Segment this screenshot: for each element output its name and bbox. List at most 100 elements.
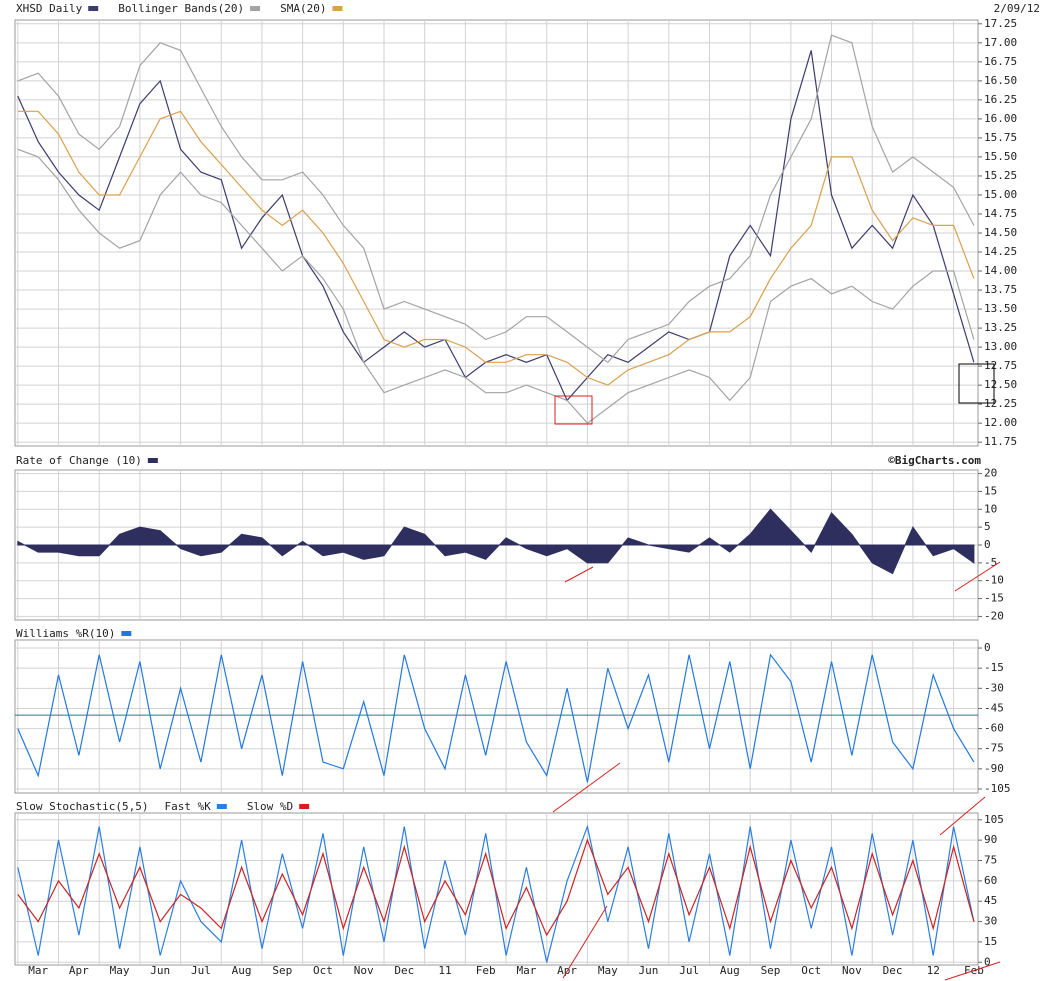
legend-swatch bbox=[216, 804, 227, 809]
x-tick-label: Nov bbox=[842, 964, 862, 977]
trend-line bbox=[564, 566, 594, 583]
legend-swatch bbox=[250, 6, 261, 11]
y-tick-label: 14.75 bbox=[984, 207, 1017, 220]
x-tick-label: Mar bbox=[516, 964, 536, 977]
legend-label: Bollinger Bands(20) bbox=[118, 2, 244, 15]
y-tick-label: 16.50 bbox=[984, 74, 1017, 87]
y-tick-label: 5 bbox=[984, 520, 991, 533]
band-upper bbox=[17, 34, 975, 364]
series-line bbox=[17, 50, 975, 402]
y-tick-label: 12.50 bbox=[984, 378, 1017, 391]
y-tick-label: 16.00 bbox=[984, 112, 1017, 125]
y-tick-label: -30 bbox=[984, 681, 1004, 694]
y-tick-label: 20 bbox=[984, 467, 997, 480]
y-tick-label: 12.25 bbox=[984, 397, 1017, 410]
legend-swatch bbox=[299, 804, 310, 809]
y-tick-label: 0 bbox=[984, 955, 991, 968]
legend-label: XHSD Daily bbox=[16, 2, 83, 15]
y-tick-label: -20 bbox=[984, 609, 1004, 622]
series-line bbox=[17, 838, 975, 937]
y-tick-label: 105 bbox=[984, 813, 1004, 826]
band-lower bbox=[17, 148, 975, 425]
y-tick-label: 30 bbox=[984, 915, 997, 928]
y-tick-label: 15 bbox=[984, 484, 997, 497]
highlight-box bbox=[958, 363, 995, 404]
y-tick-label: 13.25 bbox=[984, 321, 1017, 334]
annotations bbox=[552, 363, 1001, 981]
credit: ©BigCharts.com bbox=[888, 454, 981, 467]
y-tick-label: -90 bbox=[984, 762, 1004, 775]
y-tick-label: 45 bbox=[984, 894, 997, 907]
x-tick-label: Jul bbox=[679, 964, 699, 977]
x-tick-label: 12 bbox=[927, 964, 940, 977]
legend-swatch bbox=[88, 6, 99, 11]
legend-label: Williams %R(10) bbox=[16, 627, 115, 640]
y-tick-label: 75 bbox=[984, 854, 997, 867]
y-tick-label: 13.75 bbox=[984, 283, 1017, 296]
series-line bbox=[17, 110, 975, 386]
y-tick-label: 14.25 bbox=[984, 245, 1017, 258]
legend-swatch bbox=[121, 631, 132, 636]
y-tick-label: 13.50 bbox=[984, 302, 1017, 315]
legend-label: Slow Stochastic(5,5) bbox=[16, 800, 148, 813]
y-tick-label: -105 bbox=[984, 782, 1011, 795]
x-tick-label: Oct bbox=[313, 964, 333, 977]
x-tick-label: Sep bbox=[272, 964, 292, 977]
legend-swatch bbox=[147, 458, 158, 463]
y-tick-label: 90 bbox=[984, 833, 997, 846]
y-tick-label: 14.50 bbox=[984, 226, 1017, 239]
series-line bbox=[17, 653, 975, 783]
x-tick-label: Jun bbox=[150, 964, 170, 977]
y-tick-label: 60 bbox=[984, 874, 997, 887]
roc-area bbox=[17, 508, 975, 575]
y-tick-label: 14.00 bbox=[984, 264, 1017, 277]
chart-date: 2/09/12 bbox=[994, 2, 1040, 15]
y-tick-label: 15.00 bbox=[984, 188, 1017, 201]
x-tick-label: May bbox=[598, 964, 618, 977]
x-tick-label: May bbox=[110, 964, 130, 977]
y-tick-label: 17.25 bbox=[984, 17, 1017, 30]
y-tick-label: 13.00 bbox=[984, 340, 1017, 353]
legend-label: SMA(20) bbox=[280, 2, 326, 15]
trend-line bbox=[939, 796, 986, 836]
y-tick-label: 0 bbox=[984, 641, 991, 654]
x-tick-label: Oct bbox=[801, 964, 821, 977]
legend-label: Fast %K bbox=[164, 800, 211, 813]
x-tick-label: Jun bbox=[639, 964, 659, 977]
plot-frame bbox=[14, 812, 979, 966]
y-tick-label: -15 bbox=[984, 661, 1004, 674]
y-tick-label: -60 bbox=[984, 722, 1004, 735]
y-tick-label: 12.00 bbox=[984, 416, 1017, 429]
y-tick-label: 15.25 bbox=[984, 169, 1017, 182]
marks: 17.25 17.00 16.75 16.50 16.25 16.00 15.75 15.50… bbox=[14, 2, 1040, 977]
y-tick-label: -10 bbox=[984, 574, 1004, 587]
y-tick-label: 15 bbox=[984, 935, 997, 948]
y-tick-label: -5 bbox=[984, 556, 997, 569]
trend-line bbox=[944, 961, 1001, 981]
trend-line bbox=[552, 762, 621, 813]
plot-frame bbox=[14, 639, 979, 794]
y-tick-label: -15 bbox=[984, 592, 1004, 605]
legend-swatch bbox=[332, 6, 343, 11]
highlight-box bbox=[554, 395, 593, 425]
y-tick-label: -45 bbox=[984, 701, 1004, 714]
x-tick-label: Jul bbox=[191, 964, 211, 977]
y-tick-label: 15.75 bbox=[984, 131, 1017, 144]
y-tick-label: 12.75 bbox=[984, 359, 1017, 372]
y-tick-label: 16.25 bbox=[984, 93, 1017, 106]
y-tick-label: -75 bbox=[984, 742, 1004, 755]
y-tick-label: 16.75 bbox=[984, 55, 1017, 68]
y-tick-label: 15.50 bbox=[984, 150, 1017, 163]
trend-line bbox=[954, 561, 1001, 592]
y-tick-label: 10 bbox=[984, 502, 997, 515]
x-tick-label: Sep bbox=[761, 964, 781, 977]
x-tick-label: Aug bbox=[720, 964, 740, 977]
x-tick-label: Feb bbox=[476, 964, 496, 977]
x-tick-label: Apr bbox=[69, 964, 89, 977]
x-tick-label: Mar bbox=[28, 964, 48, 977]
legend-label: Rate of Change (10) bbox=[16, 454, 142, 467]
x-tick-label: Nov bbox=[354, 964, 374, 977]
y-tick-label: 11.75 bbox=[984, 435, 1017, 448]
x-tick-label: Dec bbox=[883, 964, 903, 977]
